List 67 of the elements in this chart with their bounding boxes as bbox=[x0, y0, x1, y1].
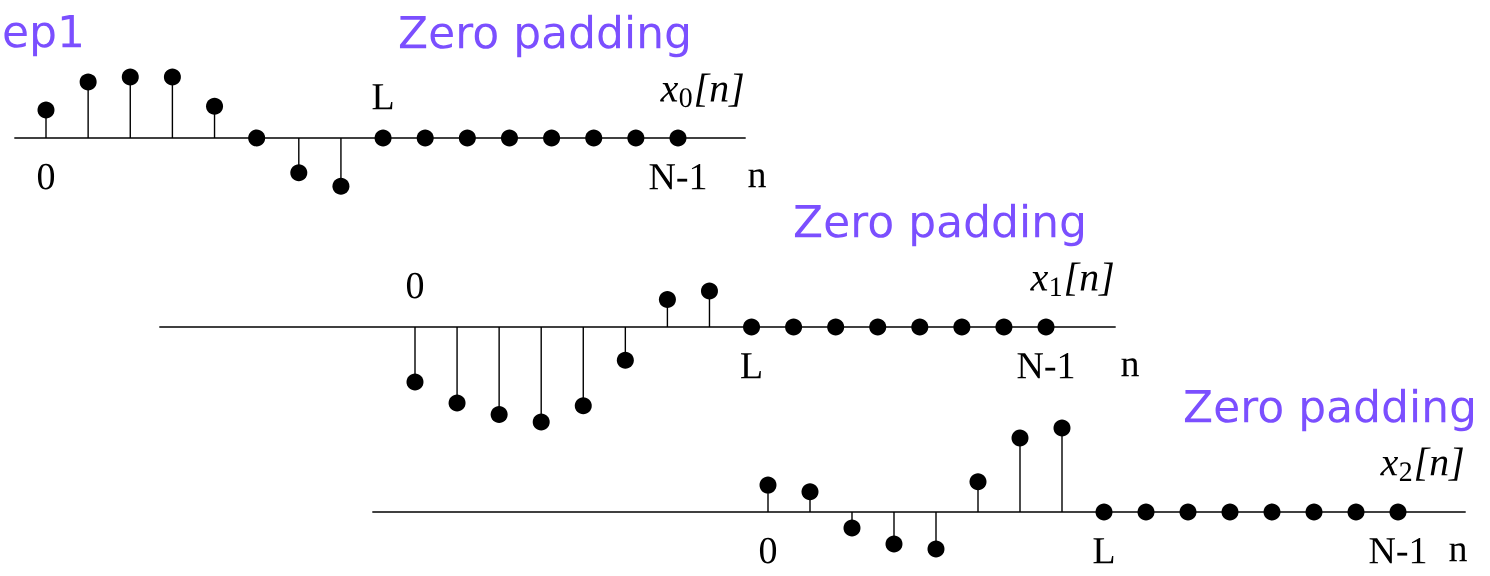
series-label: x$_{0}$[n] bbox=[660, 73, 743, 108]
point bbox=[448, 394, 466, 412]
series-label: x$_{2}$[n] bbox=[1380, 447, 1463, 481]
chart-title: Zero padding bbox=[1184, 388, 1473, 432]
point bbox=[1263, 503, 1281, 521]
point bbox=[532, 413, 550, 431]
point bbox=[585, 129, 603, 147]
point bbox=[406, 373, 424, 391]
point bbox=[700, 282, 718, 300]
point bbox=[953, 318, 971, 336]
point bbox=[416, 129, 434, 147]
point bbox=[374, 129, 392, 147]
x-tick-label: L bbox=[741, 353, 761, 379]
point bbox=[927, 540, 945, 558]
point bbox=[1305, 503, 1323, 521]
point bbox=[1137, 503, 1155, 521]
point bbox=[911, 318, 929, 336]
point bbox=[490, 405, 508, 423]
x-tick-label: 0 bbox=[37, 163, 55, 190]
point bbox=[669, 129, 687, 147]
point bbox=[500, 129, 518, 147]
point bbox=[1389, 503, 1407, 521]
x-axis-title: n bbox=[1449, 543, 1467, 562]
x-axis-title: n bbox=[748, 169, 766, 188]
point bbox=[627, 129, 645, 147]
point bbox=[743, 318, 761, 336]
point bbox=[543, 129, 561, 147]
point bbox=[332, 177, 350, 195]
point bbox=[458, 129, 476, 147]
chart-title: Zero padding bbox=[399, 14, 688, 58]
point bbox=[206, 97, 224, 115]
point bbox=[121, 68, 139, 86]
point bbox=[290, 164, 308, 182]
point bbox=[163, 68, 181, 86]
point bbox=[827, 318, 845, 336]
point bbox=[1011, 429, 1029, 447]
point bbox=[1053, 419, 1071, 437]
point bbox=[1095, 503, 1113, 521]
x-tick-label: L bbox=[1093, 538, 1114, 564]
point bbox=[759, 476, 777, 494]
point bbox=[616, 351, 634, 369]
x-tick-label: N-1 bbox=[649, 164, 706, 190]
x-axis-title: n bbox=[1121, 358, 1139, 377]
point bbox=[37, 101, 55, 119]
x-tick-label: 0 bbox=[406, 272, 424, 299]
point bbox=[79, 73, 97, 91]
x-tick-label: L bbox=[372, 84, 393, 110]
point bbox=[785, 318, 803, 336]
point bbox=[885, 535, 903, 553]
series-label: x$_{1}$[n] bbox=[1030, 262, 1113, 296]
point bbox=[1221, 503, 1239, 521]
point bbox=[869, 318, 887, 336]
point bbox=[1179, 503, 1197, 521]
point bbox=[574, 397, 592, 415]
point bbox=[801, 483, 819, 501]
point bbox=[969, 473, 987, 491]
point bbox=[843, 519, 861, 537]
text: ep1 bbox=[4, 15, 81, 57]
x-tick-label: N-1 bbox=[1017, 353, 1074, 379]
chart-title: Zero padding bbox=[794, 203, 1083, 247]
point bbox=[1037, 318, 1055, 336]
point bbox=[248, 129, 266, 147]
point bbox=[658, 290, 676, 308]
point bbox=[995, 318, 1013, 336]
x-tick-label: 0 bbox=[759, 537, 777, 564]
point bbox=[1347, 503, 1365, 521]
x-tick-label: N-1 bbox=[1369, 538, 1426, 564]
